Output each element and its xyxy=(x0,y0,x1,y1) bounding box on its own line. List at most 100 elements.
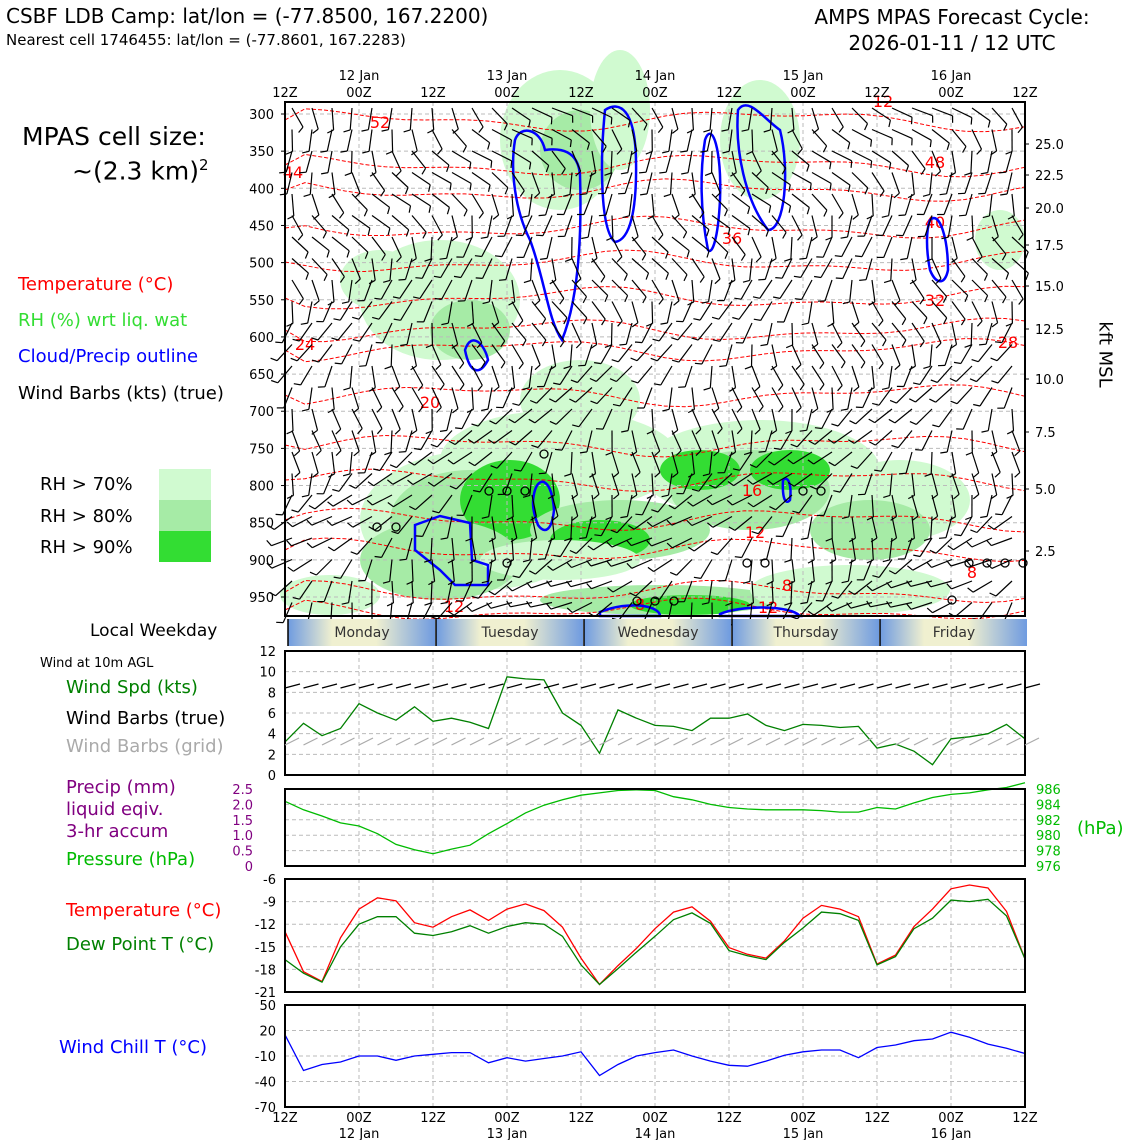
wind-barb xyxy=(571,473,579,495)
wind-barb-feather xyxy=(432,510,440,514)
wind-barb xyxy=(511,128,533,139)
kft-tick-label: 2.5 xyxy=(1035,545,1056,560)
top-date-label: 12 Jan xyxy=(339,69,380,84)
wind-barb xyxy=(391,408,401,430)
kft-tick-label: 15.0 xyxy=(1035,280,1064,295)
wind-barb xyxy=(530,601,553,608)
wind-barb-feather xyxy=(981,430,989,433)
wind-barb xyxy=(591,322,598,345)
cloud-outline xyxy=(511,129,582,343)
wind-barb xyxy=(847,559,853,582)
wind-barb-feather xyxy=(435,364,442,371)
wind-barb xyxy=(371,215,391,229)
wind-barb-feather xyxy=(652,338,660,342)
wind-barb xyxy=(930,516,933,539)
wind-barb xyxy=(400,301,413,321)
wind-barb xyxy=(976,365,993,383)
wind-barb xyxy=(372,494,393,506)
wind-barb xyxy=(752,472,773,485)
wind-barb xyxy=(479,473,493,493)
wind-barb-feather xyxy=(747,479,754,485)
wind-barb-feather xyxy=(641,253,647,261)
wind-barb xyxy=(691,172,696,195)
wind-barb xyxy=(955,365,973,382)
wind-barb xyxy=(923,193,933,215)
wind-barb xyxy=(478,580,493,599)
wind-barb-feather xyxy=(408,460,415,466)
wind-barb xyxy=(837,408,853,427)
wind-barb-feather xyxy=(799,429,807,432)
wind-barb xyxy=(477,408,493,427)
wind-barb xyxy=(571,558,593,569)
wind-barb xyxy=(615,365,633,382)
temperature-contour-label: 12 xyxy=(444,597,464,616)
wind-barb xyxy=(569,172,573,195)
wind-barb-feather xyxy=(301,408,310,412)
wind-barb xyxy=(531,107,553,118)
wind-barb xyxy=(391,129,394,152)
wind-barb-feather xyxy=(665,251,669,259)
wind-barb xyxy=(671,107,679,130)
wind-barb-feather xyxy=(553,382,561,386)
wind-barb xyxy=(691,430,702,451)
wind-barb xyxy=(571,301,588,319)
wind-barb xyxy=(559,365,573,385)
wind-barb-feather xyxy=(989,592,997,597)
wind-barb-feather xyxy=(494,255,502,258)
wind-barb-feather xyxy=(881,387,890,390)
wind-barb xyxy=(291,408,294,432)
wind-barb-feather xyxy=(622,215,630,219)
temperature-contour-label: 36 xyxy=(722,229,742,248)
wind-barb xyxy=(571,150,582,172)
wind-barb xyxy=(931,558,953,568)
wind-barb xyxy=(807,301,813,324)
wind-barb xyxy=(667,473,673,496)
wind-chill-y-tick-label: -10 xyxy=(255,1050,276,1065)
wind-barb-feather xyxy=(322,231,327,239)
wind-barb-feather xyxy=(453,275,461,279)
wind-barb xyxy=(697,322,713,341)
wind-barb xyxy=(970,558,993,567)
wind-barb xyxy=(404,258,413,280)
wind-barb xyxy=(822,236,833,258)
precip-pressure-frame xyxy=(284,788,1026,867)
wind-barb xyxy=(951,279,969,296)
wind-barb-feather xyxy=(410,430,418,435)
wind-barb xyxy=(643,387,653,409)
wind-barb-feather xyxy=(606,541,613,548)
wind-10m-y-tick-label: 8 xyxy=(268,686,276,701)
pressure-tick-label: 550 xyxy=(249,294,274,309)
wind-chill-label: Wind Chill T (°C) xyxy=(59,1037,207,1058)
wind-barb xyxy=(431,387,442,408)
wind-barb xyxy=(604,172,613,194)
wind-barb-feather xyxy=(788,184,791,192)
wind-barb xyxy=(806,580,813,603)
grid-wind-barb xyxy=(950,737,966,746)
wind-barb xyxy=(311,515,333,526)
wind-barb xyxy=(493,430,513,444)
wind-barb-feather xyxy=(467,438,475,444)
wind-barb xyxy=(551,172,556,195)
wind-barb-feather xyxy=(342,473,351,477)
wind-barb xyxy=(865,258,873,280)
wind-barb-feather xyxy=(566,580,572,588)
wind-barb xyxy=(511,193,514,217)
wind-barb-feather xyxy=(781,167,787,175)
wind-barb-feather xyxy=(823,209,828,217)
wind-barb xyxy=(591,279,609,296)
wind-barb xyxy=(512,580,533,592)
wind-barb xyxy=(773,451,793,466)
wind-barb xyxy=(801,279,813,300)
wind-barb xyxy=(750,430,753,453)
wind-barb xyxy=(471,150,492,162)
wind-barb xyxy=(502,387,513,408)
wind-barb xyxy=(591,451,597,474)
wind-barb-feather xyxy=(758,278,766,281)
wind-barb-feather xyxy=(970,529,978,534)
wind-barb xyxy=(723,451,733,473)
wind-barb-feather xyxy=(848,590,855,596)
wind-barb xyxy=(551,516,556,539)
wind-barb xyxy=(711,408,723,429)
wind-barb xyxy=(676,559,693,576)
wind-barb xyxy=(936,365,953,383)
